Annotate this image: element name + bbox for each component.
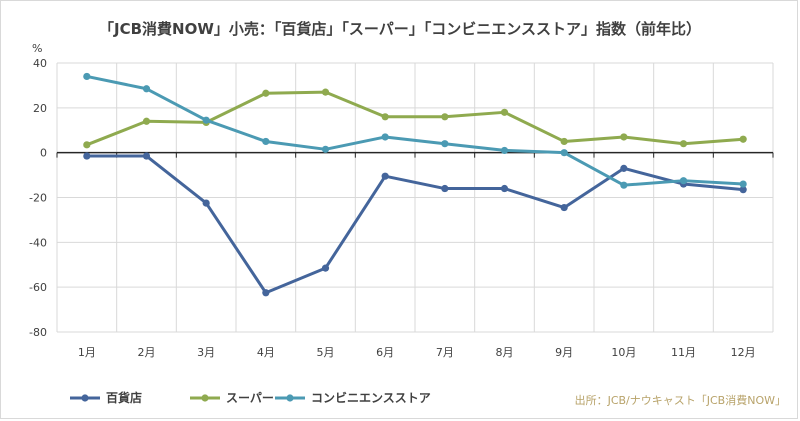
x-tick-label: 8月 xyxy=(496,346,514,359)
y-tick-label: 20 xyxy=(33,102,47,115)
x-tick-label: 6月 xyxy=(376,346,394,359)
data-point xyxy=(381,113,389,121)
data-point xyxy=(500,184,509,193)
x-tick-label: 10月 xyxy=(611,346,636,359)
data-point xyxy=(441,113,449,121)
data-point xyxy=(321,145,330,153)
x-tick-label: 3月 xyxy=(197,346,215,359)
x-tick-label: 5月 xyxy=(317,346,335,359)
series-line xyxy=(85,74,745,187)
grid-lines xyxy=(56,62,774,333)
y-tick-label: -80 xyxy=(29,326,47,339)
x-tick-label: 12月 xyxy=(731,346,756,359)
data-point xyxy=(142,85,151,93)
data-point xyxy=(381,133,389,141)
data-point xyxy=(500,108,509,116)
data-point xyxy=(142,117,151,125)
legend-swatch-marker xyxy=(81,394,89,402)
series-line xyxy=(85,154,745,295)
data-point xyxy=(620,133,628,141)
series-line xyxy=(85,90,745,147)
data-point xyxy=(83,152,91,160)
legend-label: スーパー xyxy=(226,391,274,405)
data-point xyxy=(142,152,151,160)
y-tick-label: 0 xyxy=(40,147,47,160)
y-tick-label: -40 xyxy=(29,236,47,249)
data-point xyxy=(262,289,270,297)
data-point xyxy=(560,149,568,157)
x-tick-label: 7月 xyxy=(436,346,454,359)
data-point xyxy=(202,199,210,207)
x-tick-label: 1月 xyxy=(78,346,96,359)
x-tick-label: 2月 xyxy=(138,346,156,359)
data-point xyxy=(739,180,747,188)
y-tick-label: -60 xyxy=(29,281,47,294)
data-point xyxy=(679,177,688,185)
data-point xyxy=(83,72,91,81)
data-point xyxy=(441,184,449,193)
data-point xyxy=(560,203,568,212)
data-point xyxy=(83,141,91,149)
data-point xyxy=(262,137,270,146)
data-point xyxy=(739,186,747,194)
data-point xyxy=(500,146,509,155)
legend-swatch-marker xyxy=(201,394,209,402)
chart-title: 「JCB消費NOW」小売：「百貨店」「スーパー」「コンビニエンスストア」指数（前… xyxy=(99,20,701,38)
y-tick-label: -20 xyxy=(29,192,47,205)
legend-label: 百貨店 xyxy=(106,390,142,405)
x-tick-label: 11月 xyxy=(671,346,696,359)
data-point xyxy=(560,137,568,146)
legend: 百貨店 スーパー コンビニエンスストア xyxy=(70,390,431,405)
data-point xyxy=(321,264,330,272)
data-point xyxy=(620,164,628,172)
axes: 40 20 0 -20 -40 -60 -80 1月 2月 3月 4月 5月 6月 7月 8月 9月 10月 11… xyxy=(29,57,774,359)
data-point xyxy=(381,172,389,180)
source-note: 出所：JCB/ナウキャスト「JCB消費NOW」 xyxy=(575,393,786,407)
x-tick-label: 9月 xyxy=(555,346,573,359)
data-point xyxy=(620,181,628,189)
data-point xyxy=(441,140,449,148)
series-lines xyxy=(83,72,747,297)
data-point xyxy=(321,88,330,96)
legend-label: コンビニエンスストア xyxy=(311,390,431,405)
y-axis-unit: % xyxy=(32,42,42,55)
data-point xyxy=(202,116,210,124)
data-point xyxy=(679,140,688,148)
y-tick-label: 40 xyxy=(33,57,47,70)
legend-swatch-marker xyxy=(286,394,294,402)
x-tick-label: 4月 xyxy=(257,346,275,359)
data-point xyxy=(262,89,270,97)
data-point xyxy=(739,135,747,143)
